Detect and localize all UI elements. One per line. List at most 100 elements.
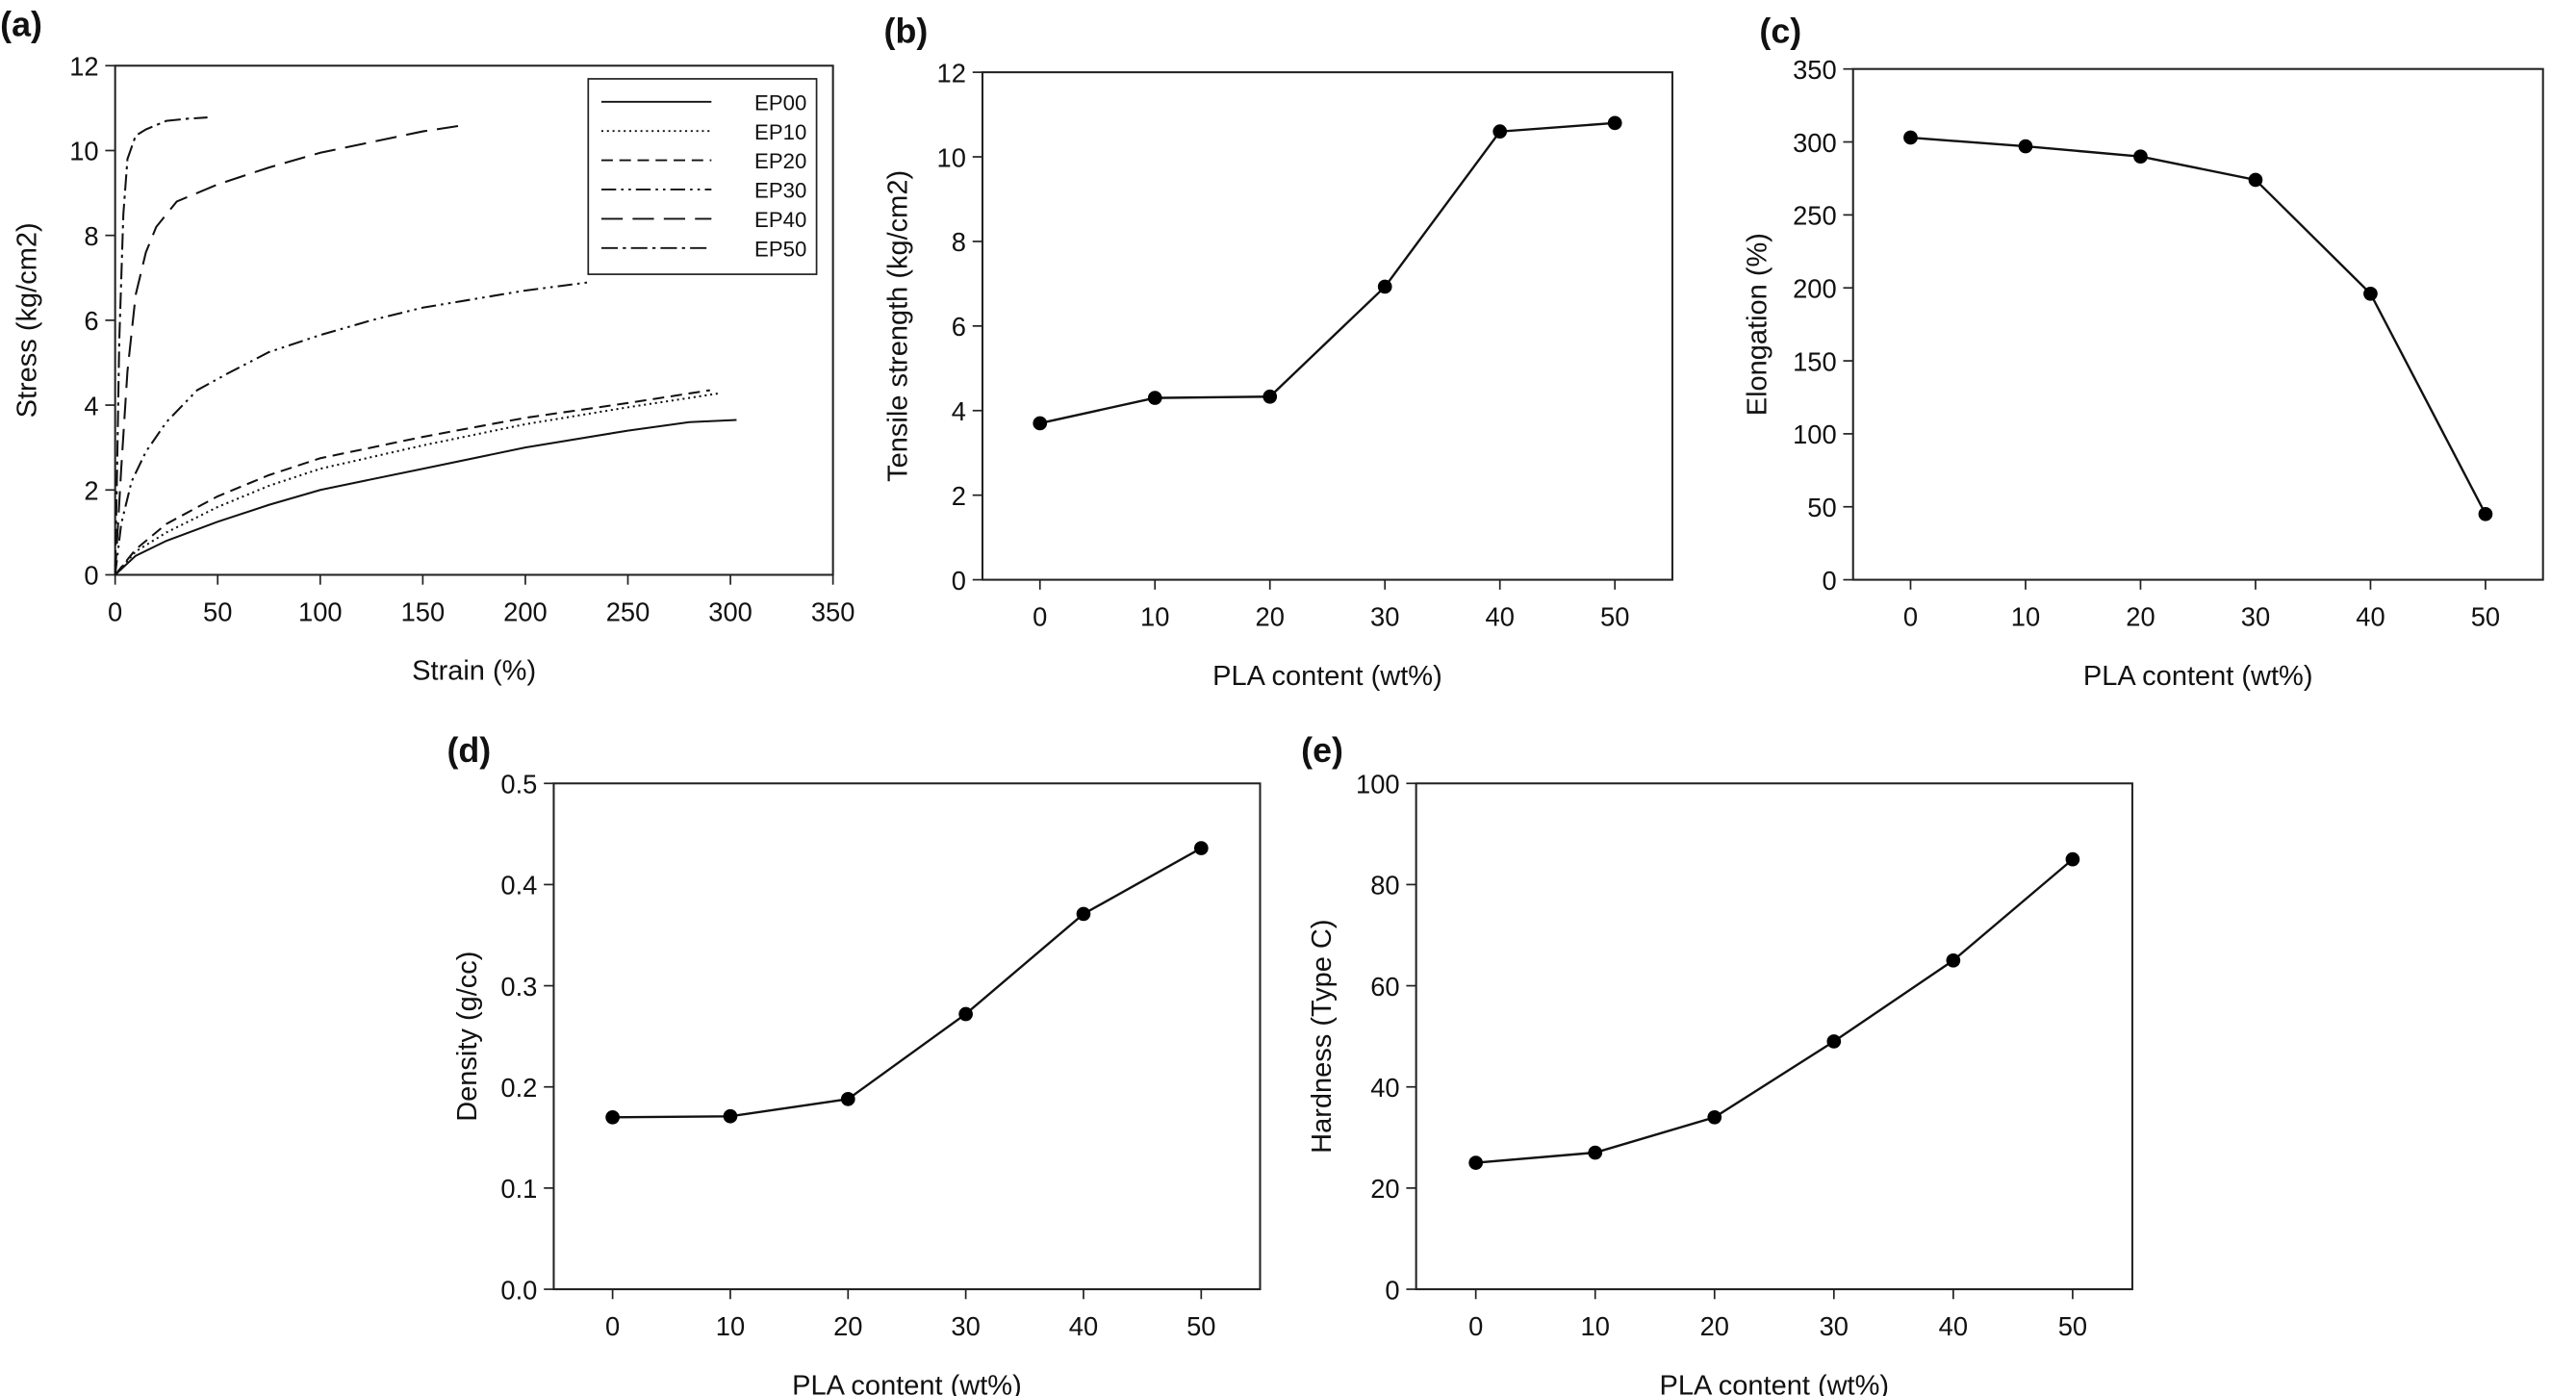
y-tick-label: 6: [952, 312, 966, 342]
plot-frame: [1851, 67, 2544, 581]
x-tick-label: 0: [1903, 601, 1918, 631]
x-tick-label: 40: [1486, 601, 1515, 631]
y-tick-label: 60: [1370, 972, 1399, 1002]
series-line-ep30: [114, 281, 592, 575]
y-tick-label: 0.5: [500, 770, 537, 800]
y-tick-label: 200: [1793, 273, 1837, 303]
x-tick-label: 350: [811, 596, 855, 626]
x-tick-label: 10: [2011, 601, 2040, 631]
x-tick-label: 50: [1186, 1311, 1215, 1341]
legend-entry: EP50: [754, 237, 806, 261]
y-tick-label: 100: [1793, 419, 1837, 449]
x-tick-label: 50: [2471, 601, 2500, 631]
data-point: [1468, 1155, 1484, 1170]
panel-label: (e): [1301, 731, 1343, 770]
x-tick-label: 100: [298, 596, 343, 626]
y-axis-label: Elongation (%): [1742, 233, 1773, 416]
legend: EP00 EP10 EP20 EP30 EP40 EP50: [587, 78, 818, 275]
y-tick-label: 0.0: [500, 1275, 537, 1305]
y-tick-label: 20: [1370, 1174, 1399, 1204]
x-tick-label: 50: [1600, 601, 1629, 631]
y-tick-label: 300: [1793, 128, 1837, 158]
y-tick-label: 0: [84, 561, 98, 591]
x-tick-label: 10: [1581, 1311, 1610, 1341]
series-line: [1039, 121, 1616, 425]
legend-entry: EP30: [754, 179, 806, 203]
data-point: [1826, 1034, 1842, 1049]
x-tick-label: 20: [2126, 601, 2155, 631]
data-point: [1588, 1145, 1603, 1160]
x-tick-label: 40: [2356, 601, 2385, 631]
data-point: [840, 1092, 855, 1106]
x-tick-label: 50: [2058, 1311, 2087, 1341]
x-tick-label: 40: [1939, 1311, 1968, 1341]
series-line-ep00: [114, 419, 737, 576]
y-tick-label: 0: [1385, 1275, 1399, 1305]
x-tick-label: 20: [1700, 1311, 1729, 1341]
data-point: [1707, 1109, 1722, 1125]
data-point: [2248, 172, 2263, 188]
panel-label: (a): [0, 6, 42, 44]
x-tick-label: 20: [833, 1311, 862, 1341]
x-tick-label: 0: [605, 1311, 620, 1341]
legend-entry: EP40: [754, 208, 806, 232]
x-tick-label: 0: [1033, 601, 1047, 631]
y-axis-label: Stress (kg/cm2): [13, 222, 43, 418]
y-tick-label: 2: [84, 476, 98, 506]
data-point: [1492, 124, 1508, 139]
y-tick-label: 150: [1793, 346, 1837, 376]
x-tick-label: 250: [606, 596, 650, 626]
y-tick-label: 2: [952, 481, 966, 511]
y-tick-label: 0.4: [500, 871, 537, 901]
x-tick-label: 150: [401, 596, 446, 626]
x-tick-label: 30: [951, 1311, 980, 1341]
y-tick-label: 8: [84, 221, 98, 251]
panel-label: (c): [1759, 12, 1801, 50]
x-axis-label: PLA content (wt%): [1212, 661, 1442, 692]
legend-entry: EP10: [754, 120, 806, 144]
y-tick-label: 10: [69, 137, 98, 166]
series-line-ep10: [114, 392, 721, 576]
y-axis-label: Density (g/cc): [452, 952, 483, 1122]
data-point: [2133, 149, 2148, 165]
panel-label: (d): [446, 731, 491, 770]
x-tick-label: 30: [1370, 601, 1399, 631]
series-line: [612, 847, 1202, 1119]
x-axis-label: PLA content (wt%): [792, 1370, 1022, 1396]
data-point: [1607, 115, 1622, 131]
series-line: [1910, 136, 2487, 515]
y-tick-label: 250: [1793, 201, 1837, 231]
y-tick-label: 4: [952, 396, 966, 426]
x-tick-label: 10: [716, 1311, 745, 1341]
series-line-ep20: [114, 389, 710, 576]
x-tick-label: 0: [108, 596, 122, 626]
y-tick-label: 4: [84, 391, 98, 420]
data-point: [1147, 391, 1162, 405]
series-line: [1475, 858, 2074, 1164]
data-point: [1076, 906, 1091, 922]
y-tick-label: 0.2: [500, 1073, 537, 1103]
y-tick-label: 0: [1822, 566, 1836, 596]
y-axis-label: Tensile strength (kg/cm2): [882, 170, 913, 482]
data-point: [1193, 841, 1209, 855]
series-line-ep40: [114, 124, 465, 575]
x-axis-label: PLA content (wt%): [1660, 1370, 1890, 1396]
series-line-ep50: [114, 116, 208, 575]
x-tick-label: 40: [1069, 1311, 1098, 1341]
data-point: [2363, 286, 2378, 301]
plot-frame: [1415, 782, 2133, 1291]
x-tick-label: 0: [1468, 1311, 1483, 1341]
data-point: [1946, 952, 1961, 968]
y-tick-label: 100: [1356, 770, 1400, 800]
y-tick-label: 80: [1370, 871, 1399, 901]
data-point: [605, 1109, 620, 1125]
chart-panel-c: (c) 0 10 20 30 40 50 0 50 100 150 200 250 300 350 PLA c…: [1742, 12, 2544, 692]
data-point: [723, 1108, 738, 1124]
y-tick-label: 0.3: [500, 972, 537, 1002]
data-point: [1262, 389, 1278, 404]
y-tick-label: 10: [937, 142, 966, 172]
plot-frame: [981, 71, 1673, 581]
y-tick-label: 12: [69, 52, 98, 82]
data-point: [958, 1006, 973, 1022]
